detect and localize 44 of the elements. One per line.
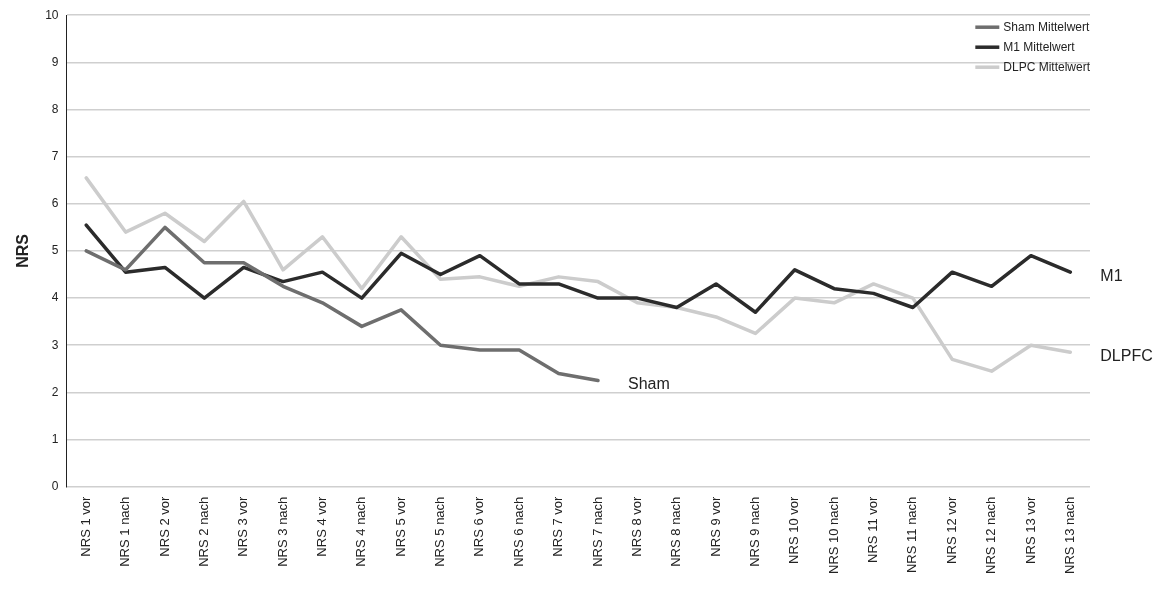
x-tick-label: NRS 8 nach (668, 496, 684, 567)
x-tick-label: NRS 11 vor (865, 496, 881, 563)
x-tick-label: NRS 6 nach (510, 496, 526, 567)
x-tick-label: NRS 4 vor (313, 496, 329, 557)
x-tick-label: NRS 6 vor (471, 496, 487, 557)
y-axis-title: NRS (14, 233, 32, 268)
x-tick-label: NRS 2 nach (195, 496, 211, 567)
x-tick-label: NRS 7 vor (550, 496, 566, 557)
x-tick-label: NRS 9 nach (746, 496, 762, 567)
x-tick-label: NRS 12 vor (943, 496, 959, 564)
annotation: DLPFC (1100, 346, 1153, 364)
legend-label: Sham Mittelwert (1003, 19, 1090, 34)
y-tick-label: 1 (51, 431, 59, 446)
y-tick-label: 8 (51, 101, 59, 116)
annotation: Sham (627, 375, 670, 392)
y-tick-label: 9 (51, 54, 59, 69)
x-tick-label: NRS 9 vor (707, 496, 723, 557)
annotation: M1 (1100, 266, 1123, 284)
legend-label: M1 Mittelwert (1003, 39, 1076, 54)
y-tick-label: 0 (51, 478, 59, 493)
y-tick-label: 4 (51, 290, 59, 305)
y-tick-label: 2 (51, 384, 59, 399)
x-tick-label: NRS 10 vor (786, 496, 802, 564)
legend-label: DLPC Mittelwert (1003, 59, 1091, 74)
y-tick-label: 5 (51, 243, 59, 258)
y-tick-label: 7 (51, 148, 59, 163)
y-tick-label: 10 (45, 7, 59, 22)
x-tick-label: NRS 5 nach (432, 496, 448, 567)
x-tick-label: NRS 1 nach (117, 496, 133, 567)
x-tick-label: NRS 11 nach (904, 496, 920, 574)
x-tick-label: NRS 4 nach (353, 496, 369, 567)
y-tick-label: 3 (51, 337, 59, 352)
y-tick-label: 6 (51, 196, 59, 211)
x-tick-label: NRS 12 nach (983, 496, 999, 575)
x-tick-label: NRS 10 nach (825, 496, 841, 575)
x-tick-label: NRS 7 nach (589, 496, 605, 567)
x-tick-label: NRS 5 vor (392, 496, 408, 557)
x-tick-label: NRS 3 vor (235, 496, 251, 557)
x-tick-label: NRS 3 nach (274, 496, 290, 567)
x-tick-label: NRS 2 vor (156, 496, 172, 557)
x-tick-label: NRS 1 vor (77, 496, 93, 557)
x-tick-label: NRS 13 vor (1022, 496, 1038, 564)
x-tick-label: NRS 13 nach (1061, 496, 1077, 575)
x-tick-label: NRS 8 vor (628, 496, 644, 557)
